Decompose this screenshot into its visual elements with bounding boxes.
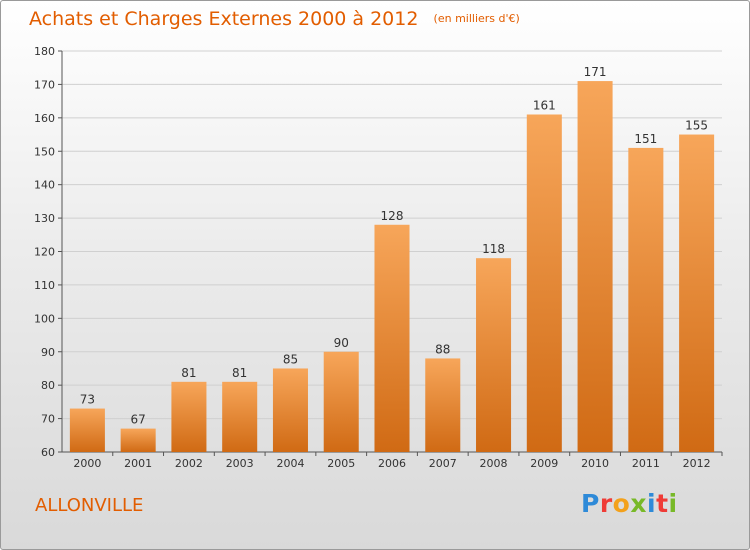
bar-2003 xyxy=(222,381,258,452)
y-tick-label: 160 xyxy=(34,112,55,125)
bar-2007 xyxy=(425,358,461,452)
logo-letter: i xyxy=(668,489,678,518)
x-tick-label: 2009 xyxy=(530,457,558,470)
bars xyxy=(69,81,715,453)
data-label: 81 xyxy=(181,366,196,380)
x-tick-label: 2003 xyxy=(226,457,254,470)
bar-2002 xyxy=(171,381,207,452)
x-tick-label: 2012 xyxy=(683,457,711,470)
x-tick-label: 2006 xyxy=(378,457,406,470)
bar-2010 xyxy=(577,81,613,452)
y-tick-label: 80 xyxy=(41,379,55,392)
y-tick-label: 140 xyxy=(34,179,55,192)
x-tick-label: 2008 xyxy=(480,457,508,470)
data-label: 73 xyxy=(80,393,95,407)
data-label: 118 xyxy=(482,242,505,256)
data-label: 161 xyxy=(533,98,556,112)
logo-letter: x xyxy=(630,489,647,518)
chart-title: Achats et Charges Externes 2000 à 2012 xyxy=(29,8,419,30)
y-tick-label: 60 xyxy=(41,446,55,459)
data-label: 151 xyxy=(634,132,657,146)
axes: 60 70 80 90 100 110 120 130 140 150 160 170 180 2000 2… xyxy=(34,45,723,470)
data-labels: 73 67 81 81 85 90 128 88 118 161 171 151 155 xyxy=(80,65,708,427)
brand-logo: Proxiti xyxy=(581,489,678,518)
x-tick-label: 2001 xyxy=(124,457,152,470)
chart-title-block: Achats et Charges Externes 2000 à 2012 (… xyxy=(29,8,520,30)
y-tick-label: 170 xyxy=(34,78,55,91)
y-tick-label: 100 xyxy=(34,312,55,325)
y-tick-label: 120 xyxy=(34,246,55,259)
logo-letter: r xyxy=(599,489,613,518)
data-label: 81 xyxy=(232,366,247,380)
x-tick-label: 2010 xyxy=(581,457,609,470)
y-tick-label: 130 xyxy=(34,212,55,225)
logo-letter: i xyxy=(647,489,657,518)
commune-name: ALLONVILLE xyxy=(35,495,144,516)
y-tick-label: 150 xyxy=(34,145,55,158)
x-tick-label: 2002 xyxy=(175,457,203,470)
data-label: 67 xyxy=(131,413,146,427)
y-tick-label: 110 xyxy=(34,279,55,292)
x-tick-label: 2005 xyxy=(327,457,355,470)
chart-unit: (en milliers d'€) xyxy=(433,12,520,25)
data-label: 90 xyxy=(334,336,349,350)
bar-2008 xyxy=(476,258,512,452)
x-tick-label: 2000 xyxy=(73,457,101,470)
data-label: 88 xyxy=(435,342,450,356)
logo-letter: P xyxy=(581,489,600,518)
bar-2000 xyxy=(69,408,105,452)
logo-letter: t xyxy=(656,489,669,518)
bar-2006 xyxy=(374,224,410,452)
bar-2004 xyxy=(272,368,308,452)
data-label: 85 xyxy=(283,352,298,366)
data-label: 171 xyxy=(584,65,607,79)
y-tick-label: 70 xyxy=(41,413,55,426)
data-label: 128 xyxy=(381,209,404,223)
bar-2012 xyxy=(679,134,715,452)
y-tick-label: 90 xyxy=(41,346,55,359)
bar-2005 xyxy=(323,351,359,452)
logo-letter: o xyxy=(612,489,631,518)
x-tick-label: 2011 xyxy=(632,457,660,470)
x-tick-label: 2004 xyxy=(276,457,304,470)
y-tick-label: 180 xyxy=(34,45,55,58)
data-label: 155 xyxy=(685,119,708,133)
bar-2009 xyxy=(526,114,562,452)
bar-2001 xyxy=(120,428,156,452)
bar-2011 xyxy=(628,147,664,453)
x-tick-label: 2007 xyxy=(429,457,457,470)
